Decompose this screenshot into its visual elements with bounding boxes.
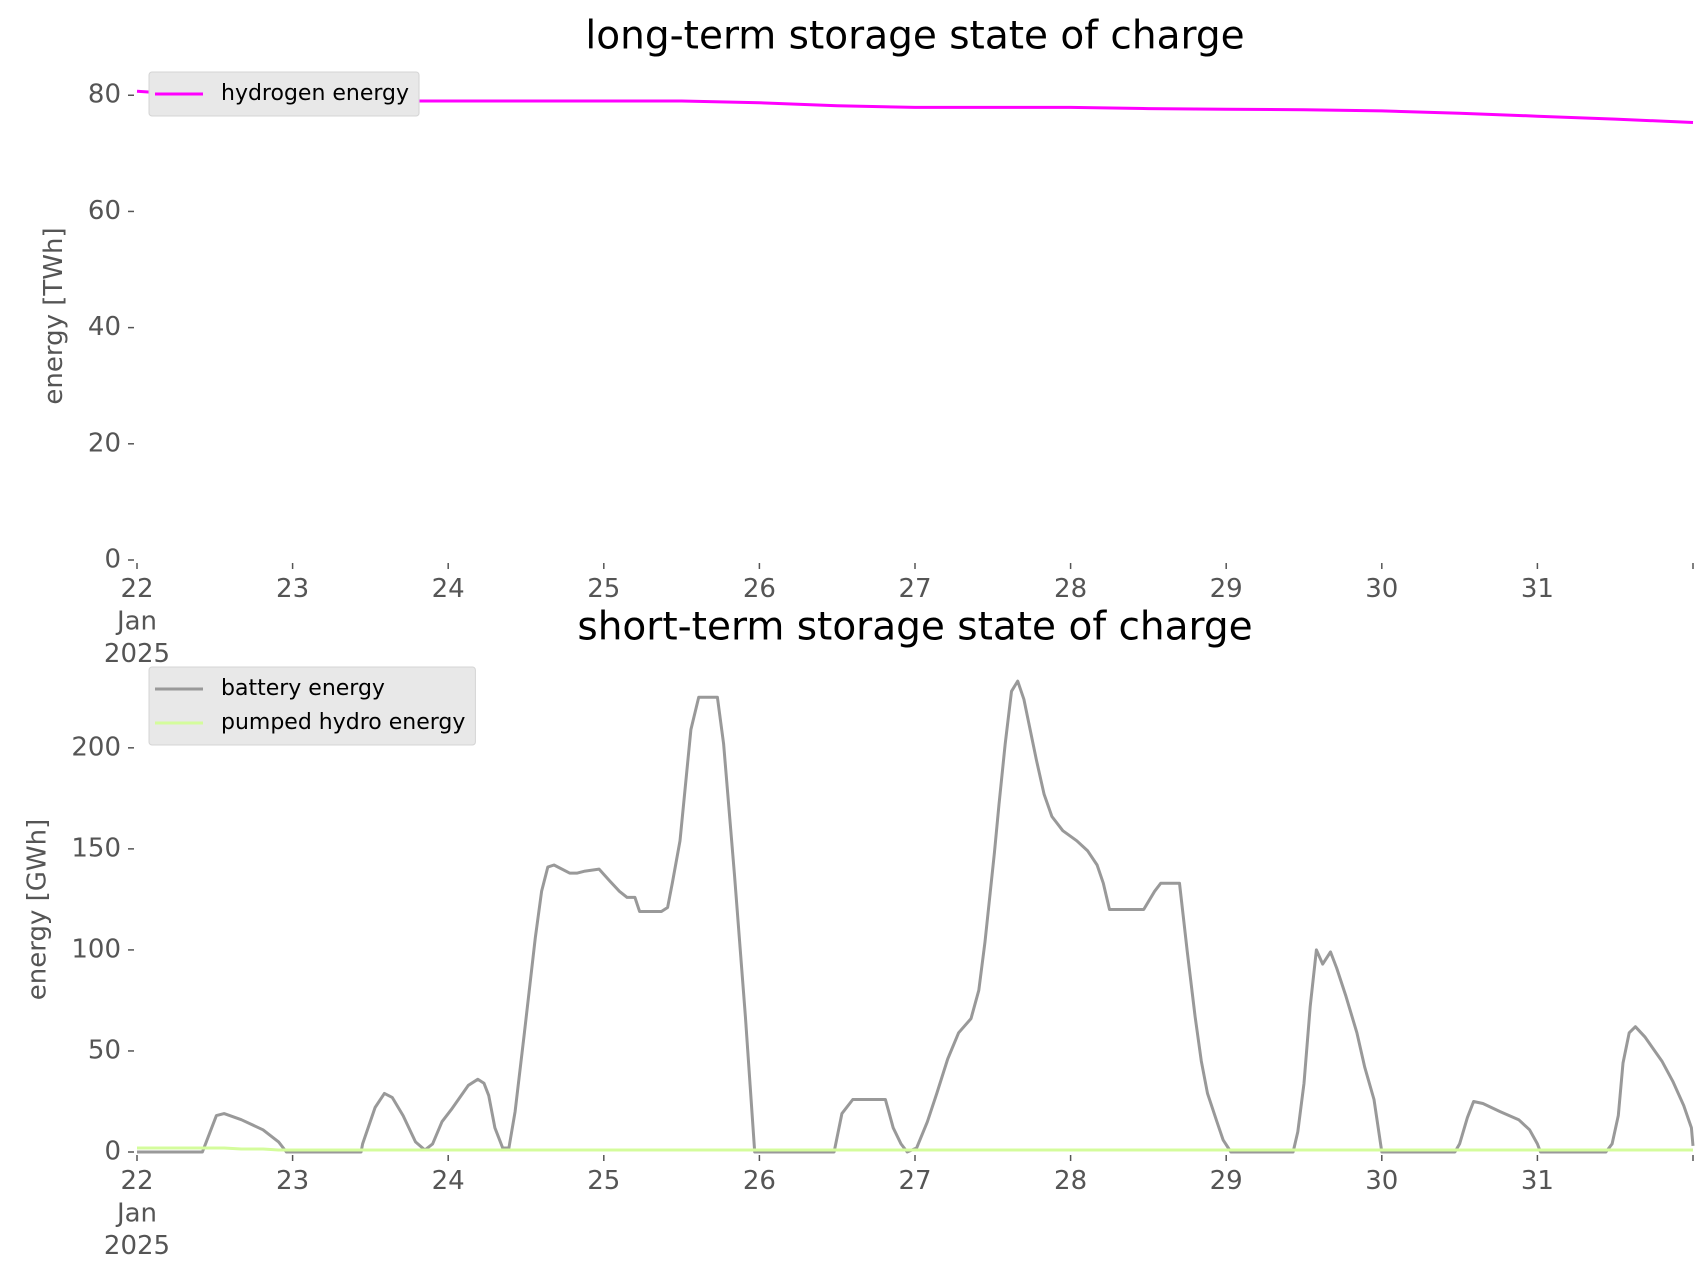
x-tick-label: 23 [276,574,309,604]
x-tick-label: 31 [1521,1166,1554,1196]
x-tick-label: 27 [898,574,931,604]
y-tick-label: 20 [88,428,121,458]
x-tick-label: 30 [1365,1166,1398,1196]
y-tick-label: 0 [104,545,121,575]
x-tick-label: 22 Jan 2025 [104,1166,170,1261]
chart-title: short-term storage state of charge [577,605,1252,650]
x-tick-label: 25 [587,1166,620,1196]
x-tick-label: 26 [743,574,776,604]
x-tick-label: 27 [898,1166,931,1196]
y-tick-label: 40 [88,312,121,342]
y-axis-label: energy [GWh] [22,819,52,1000]
legend-label: battery energy [221,676,385,701]
chart-title: long-term storage state of charge [585,14,1244,59]
legend: hydrogen energy [148,71,420,117]
x-tick-label: 29 [1210,1166,1243,1196]
y-tick-label: 0 [104,1137,121,1167]
x-tick-label: 24 [432,574,465,604]
x-tick-label: 28 [1054,1166,1087,1196]
x-tick-label: 28 [1054,574,1087,604]
x-tick-label: 29 [1210,574,1243,604]
x-tick-label: 24 [432,1166,465,1196]
y-axis-label: energy [TWh] [39,227,69,404]
y-tick-label: 200 [71,732,121,762]
y-tick-label: 80 [88,80,121,110]
legend-label: pumped hydro energy [221,710,465,735]
y-tick-label: 60 [88,196,121,226]
x-tick-label: 31 [1521,574,1554,604]
x-tick-label: 30 [1365,574,1398,604]
x-tick-label: 26 [743,1166,776,1196]
x-tick-label: 22 Jan 2025 [104,574,170,669]
series-line [137,679,1695,1154]
legend-label: hydrogen energy [221,81,409,106]
y-tick-label: 100 [71,934,121,964]
x-tick-label: 23 [276,1166,309,1196]
legend-box [148,71,420,117]
y-tick-label: 150 [71,833,121,863]
y-tick-label: 50 [88,1035,121,1065]
legend-box [148,666,476,746]
legend: battery energy pumped hydro energy [148,666,476,746]
x-tick-label: 25 [587,574,620,604]
series-line [137,1146,1693,1152]
